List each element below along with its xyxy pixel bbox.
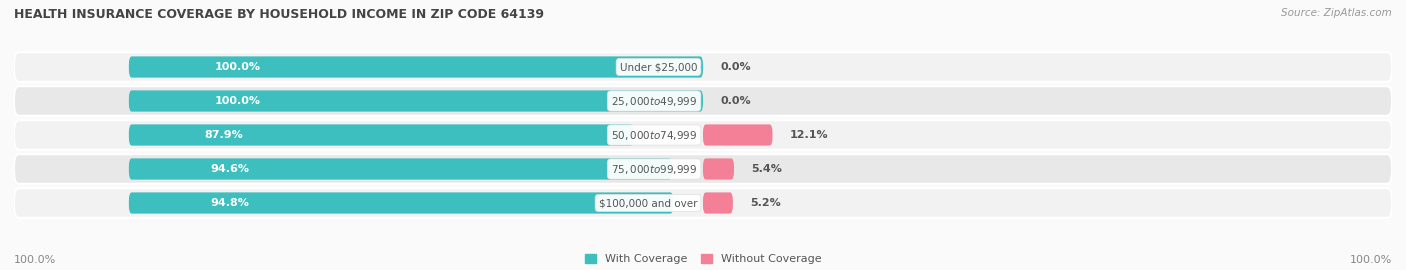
FancyBboxPatch shape <box>129 124 634 146</box>
FancyBboxPatch shape <box>129 56 703 77</box>
Text: $25,000 to $49,999: $25,000 to $49,999 <box>612 94 697 107</box>
Legend: With Coverage, Without Coverage: With Coverage, Without Coverage <box>585 254 821 264</box>
FancyBboxPatch shape <box>14 154 1392 184</box>
Text: 5.2%: 5.2% <box>749 198 780 208</box>
Text: 100.0%: 100.0% <box>215 62 262 72</box>
FancyBboxPatch shape <box>129 90 703 112</box>
Text: 100.0%: 100.0% <box>14 255 56 265</box>
Text: 100.0%: 100.0% <box>1350 255 1392 265</box>
Text: $75,000 to $99,999: $75,000 to $99,999 <box>612 163 697 176</box>
Text: $100,000 and over: $100,000 and over <box>599 198 697 208</box>
Text: 94.8%: 94.8% <box>211 198 249 208</box>
Text: Source: ZipAtlas.com: Source: ZipAtlas.com <box>1281 8 1392 18</box>
FancyBboxPatch shape <box>14 52 1392 82</box>
FancyBboxPatch shape <box>703 193 733 214</box>
FancyBboxPatch shape <box>14 86 1392 116</box>
Text: 0.0%: 0.0% <box>720 96 751 106</box>
FancyBboxPatch shape <box>703 158 734 180</box>
Text: 100.0%: 100.0% <box>215 96 262 106</box>
Text: HEALTH INSURANCE COVERAGE BY HOUSEHOLD INCOME IN ZIP CODE 64139: HEALTH INSURANCE COVERAGE BY HOUSEHOLD I… <box>14 8 544 21</box>
FancyBboxPatch shape <box>14 120 1392 150</box>
FancyBboxPatch shape <box>129 158 672 180</box>
FancyBboxPatch shape <box>129 193 673 214</box>
Text: 87.9%: 87.9% <box>205 130 243 140</box>
Text: 5.4%: 5.4% <box>751 164 782 174</box>
Text: 0.0%: 0.0% <box>720 62 751 72</box>
FancyBboxPatch shape <box>14 188 1392 218</box>
Text: $50,000 to $74,999: $50,000 to $74,999 <box>612 129 697 141</box>
Text: Under $25,000: Under $25,000 <box>620 62 697 72</box>
Text: 12.1%: 12.1% <box>790 130 828 140</box>
Text: 94.6%: 94.6% <box>211 164 249 174</box>
FancyBboxPatch shape <box>703 124 772 146</box>
